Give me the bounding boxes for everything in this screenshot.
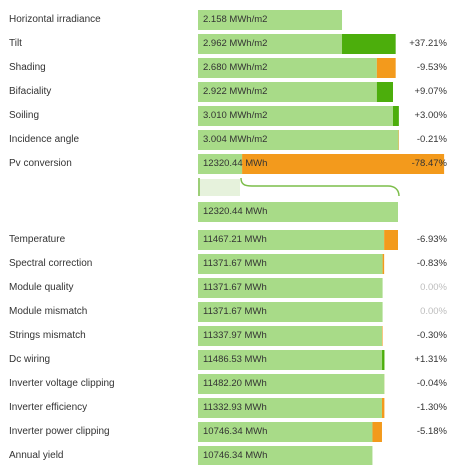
- bar-loss: [382, 326, 383, 346]
- row-label: Bifaciality: [9, 80, 51, 104]
- row-label: Inverter voltage clipping: [9, 372, 115, 396]
- row-label: Pv conversion: [9, 152, 72, 176]
- bar-value-label: 11482.20 MWh: [203, 372, 267, 396]
- row-percent: +3.00%: [415, 104, 448, 128]
- row-label: Horizontal irradiance: [9, 8, 101, 32]
- row-percent: -5.18%: [417, 420, 447, 444]
- row-label: Spectral correction: [9, 252, 92, 276]
- row-percent: 0.00%: [420, 300, 447, 324]
- row-percent: +9.07%: [415, 80, 448, 104]
- row-percent: 0.00%: [420, 276, 447, 300]
- conversion-connector-fill: [200, 179, 240, 196]
- row-label: Inverter power clipping: [9, 420, 110, 444]
- row-percent: -0.30%: [417, 324, 447, 348]
- row-label: Tilt: [9, 32, 22, 56]
- bar-value-label: 11337.97 MWh: [203, 324, 267, 348]
- bar-value-label: 3.010 MWh/m2: [203, 104, 267, 128]
- bar-value-label: 12320.44 MWh: [203, 152, 267, 176]
- conversion-value-label: 12320.44 MWh: [203, 200, 267, 224]
- row-label: Temperature: [9, 228, 65, 252]
- bar-value-label: 11486.53 MWh: [203, 348, 267, 372]
- bar-value-label: 2.922 MWh/m2: [203, 80, 267, 104]
- row-label: Module mismatch: [9, 300, 87, 324]
- row-label: Shading: [9, 56, 46, 80]
- row-percent: -1.30%: [417, 396, 447, 420]
- bar-gain: [382, 350, 384, 370]
- bar-gain: [342, 34, 396, 54]
- bar-value-label: 2.680 MWh/m2: [203, 56, 267, 80]
- row-percent: -78.47%: [412, 152, 447, 176]
- row-percent: -0.04%: [417, 372, 447, 396]
- bar-loss: [372, 422, 382, 442]
- bar-value-label: 10746.34 MWh: [203, 444, 267, 468]
- row-percent: -6.93%: [417, 228, 447, 252]
- row-label: Dc wiring: [9, 348, 50, 372]
- bar-value-label: 11467.21 MWh: [203, 228, 267, 252]
- bar-loss: [377, 58, 396, 78]
- row-percent: +37.21%: [409, 32, 447, 56]
- bar-loss: [384, 230, 398, 250]
- row-percent: -0.83%: [417, 252, 447, 276]
- bar-value-label: 3.004 MWh/m2: [203, 128, 267, 152]
- row-percent: +1.31%: [415, 348, 448, 372]
- bar-loss: [383, 254, 385, 274]
- bar-value-label: 10746.34 MWh: [203, 420, 267, 444]
- bar-loss: [382, 398, 384, 418]
- bar-gain: [393, 106, 399, 126]
- row-label: Soiling: [9, 104, 39, 128]
- bar-value-label: 11332.93 MWh: [203, 396, 267, 420]
- row-label: Module quality: [9, 276, 73, 300]
- bar-value-label: 2.158 MWh/m2: [203, 8, 267, 32]
- row-percent: -0.21%: [417, 128, 447, 152]
- bar-value-label: 11371.67 MWh: [203, 276, 267, 300]
- bar-value-label: 2.962 MWh/m2: [203, 32, 267, 56]
- row-percent: -9.53%: [417, 56, 447, 80]
- row-label: Annual yield: [9, 444, 63, 468]
- row-label: Incidence angle: [9, 128, 79, 152]
- row-label: Inverter efficiency: [9, 396, 87, 420]
- bar-value-label: 11371.67 MWh: [203, 300, 267, 324]
- row-label: Strings mismatch: [9, 324, 86, 348]
- bar-gain: [377, 82, 393, 102]
- bar-value-label: 11371.67 MWh: [203, 252, 267, 276]
